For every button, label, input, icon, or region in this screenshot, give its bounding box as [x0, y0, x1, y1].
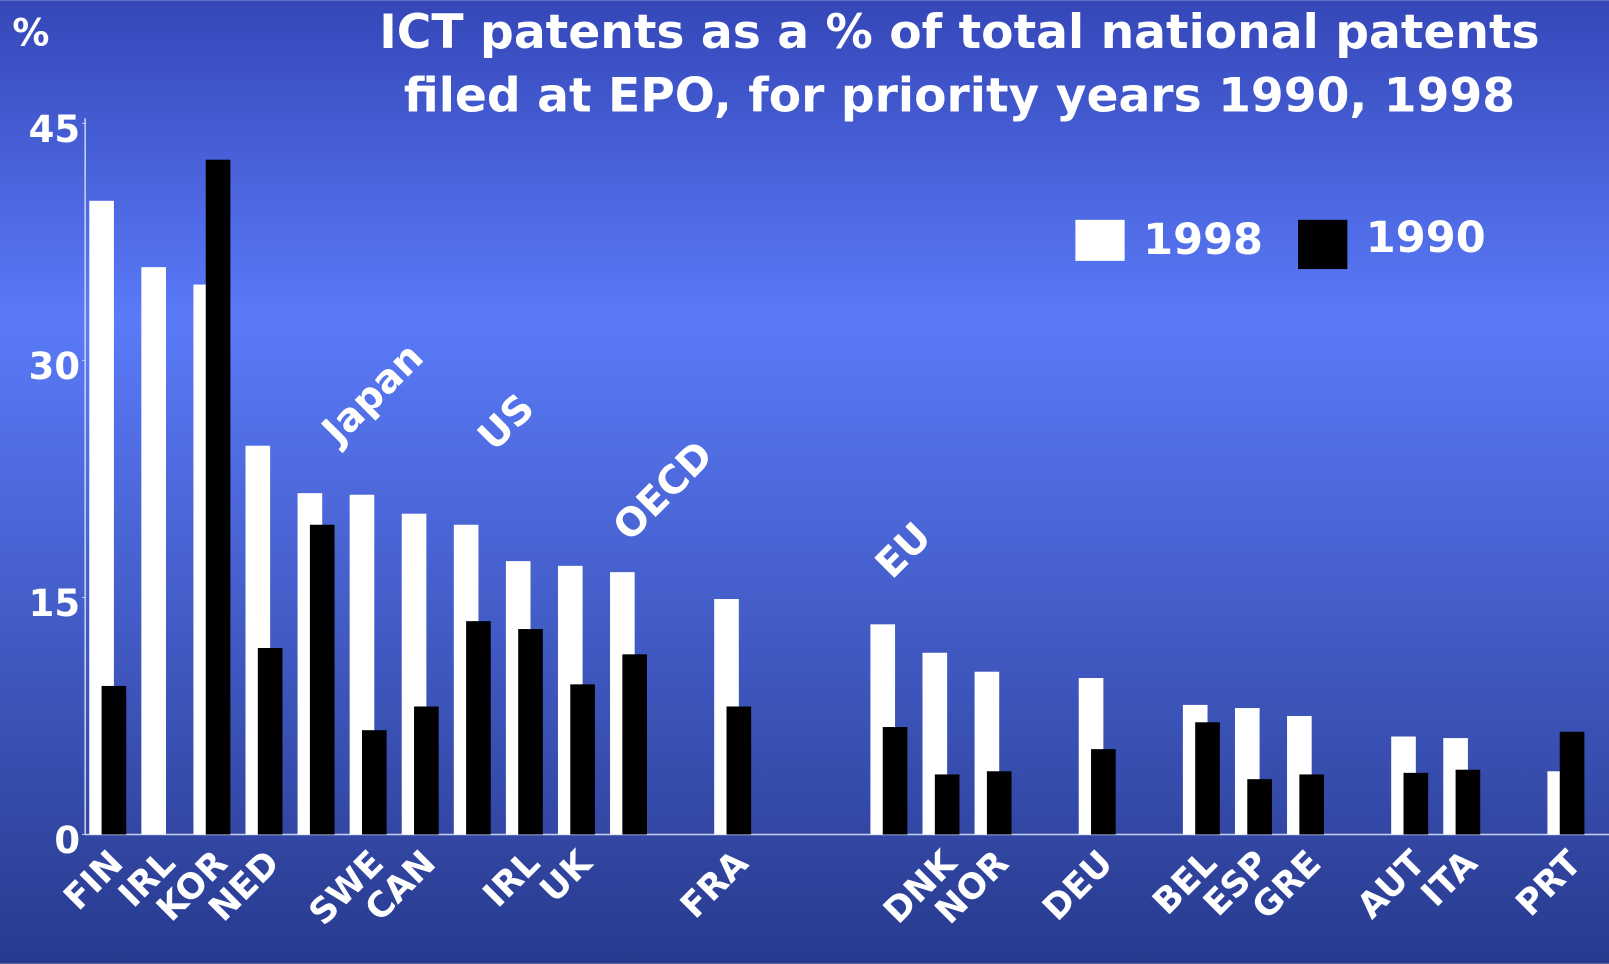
bar: [309, 524, 335, 835]
y-tick-label: 45: [29, 108, 80, 151]
bar: [205, 159, 231, 835]
bar: [622, 654, 647, 835]
bar: [882, 727, 908, 835]
bar: [1403, 772, 1429, 835]
y-tick-label: 0: [54, 819, 80, 862]
bar: [1455, 769, 1481, 835]
bar: [1559, 731, 1585, 835]
chart-title: ICT patents as a % of total national pat…: [379, 5, 1539, 60]
legend-label: 1990: [1366, 213, 1486, 263]
legend-swatch: [1298, 219, 1348, 270]
bar: [726, 706, 752, 835]
bar: [1247, 779, 1272, 835]
legend-label: 1998: [1143, 215, 1263, 265]
bar: [1091, 749, 1116, 835]
bar: [570, 684, 595, 835]
y-axis-label: %: [12, 12, 49, 55]
bar: [986, 771, 1012, 835]
bar: [257, 648, 283, 835]
bar: [1195, 722, 1220, 835]
bar: [414, 706, 439, 835]
y-tick-label: 15: [29, 582, 80, 625]
legend-swatch: [1075, 219, 1125, 261]
chart-subtitle: filed at EPO, for priority years 1990, 1…: [404, 69, 1515, 124]
bar: [934, 774, 960, 835]
bar: [1299, 774, 1324, 835]
bar: [101, 685, 127, 835]
bar: [141, 267, 166, 835]
bar: [518, 629, 543, 835]
bar: [466, 621, 491, 835]
bar: [361, 730, 387, 835]
y-tick-label: 30: [29, 345, 80, 388]
